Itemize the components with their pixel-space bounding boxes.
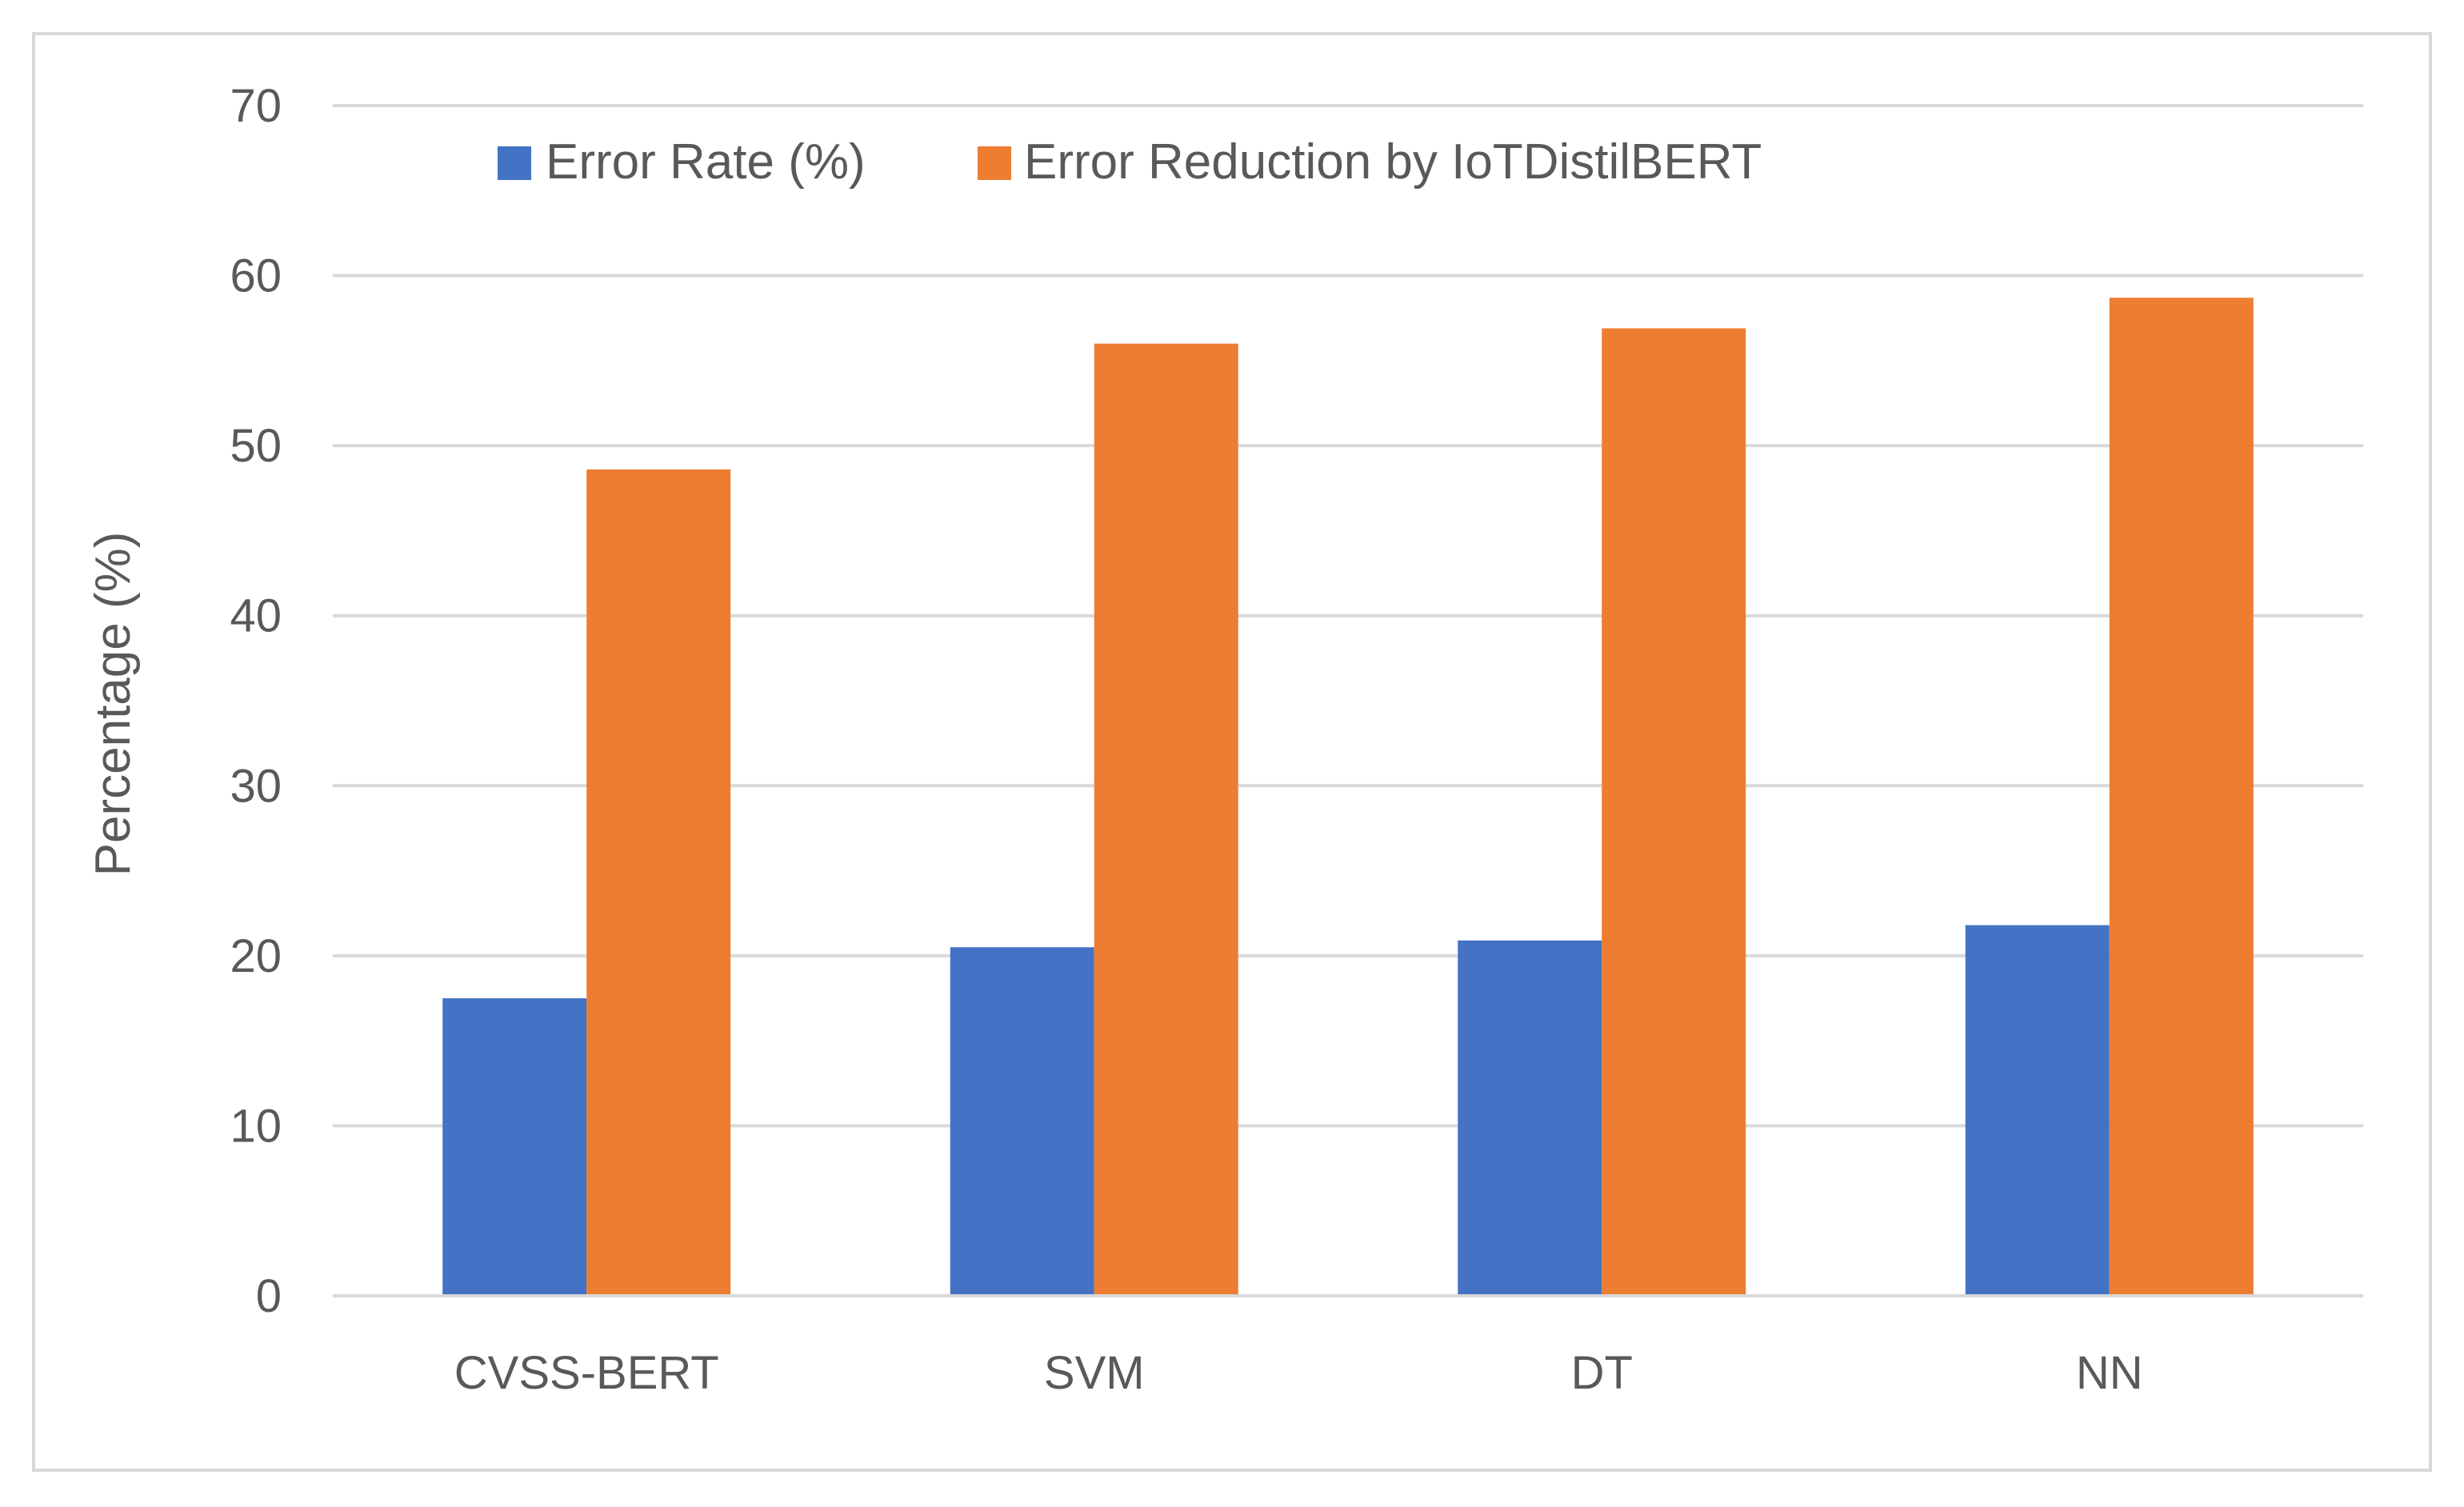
x-tick-label: SVM [1044, 1347, 1145, 1399]
y-tick-label: 70 [230, 80, 282, 132]
bars [333, 298, 2363, 1297]
x-axis-ticks: CVSS-BERT SVM DT NN [454, 1347, 2143, 1399]
y-tick-label: 10 [230, 1100, 282, 1152]
legend-swatch-error-rate [498, 146, 531, 180]
legend-label-error-rate: Error Rate (%) [546, 134, 866, 190]
y-tick-label: 0 [256, 1270, 282, 1322]
bar-error-rate-nn [1965, 925, 2110, 1296]
bar-error-rate-svm [950, 947, 1094, 1296]
bar-error-reduction-nn [2109, 298, 2254, 1297]
bar-error-reduction-dt [1602, 328, 1746, 1297]
y-tick-label: 40 [230, 590, 282, 642]
bar-error-rate-cvss-bert [442, 998, 587, 1296]
legend-label-error-reduction: Error Reduction by IoTDistilBERT [1024, 134, 1762, 190]
y-tick-label: 20 [230, 930, 282, 982]
y-tick-label: 30 [230, 760, 282, 812]
y-axis-ticks: 0 10 20 30 40 50 60 70 [230, 80, 282, 1322]
y-tick-label: 50 [230, 420, 282, 472]
legend: Error Rate (%) Error Reduction by IoTDis… [498, 134, 1762, 190]
x-tick-label: CVSS-BERT [454, 1347, 719, 1399]
y-axis-title: Percentage (%) [86, 532, 141, 877]
y-tick-label: 60 [230, 250, 282, 302]
legend-swatch-error-reduction [978, 146, 1011, 180]
bar-error-rate-dt [1458, 940, 1602, 1296]
bar-error-reduction-svm [1094, 343, 1238, 1297]
x-tick-label: DT [1571, 1347, 1633, 1399]
x-tick-label: NN [2076, 1347, 2143, 1399]
bar-error-reduction-cvss-bert [586, 469, 731, 1296]
